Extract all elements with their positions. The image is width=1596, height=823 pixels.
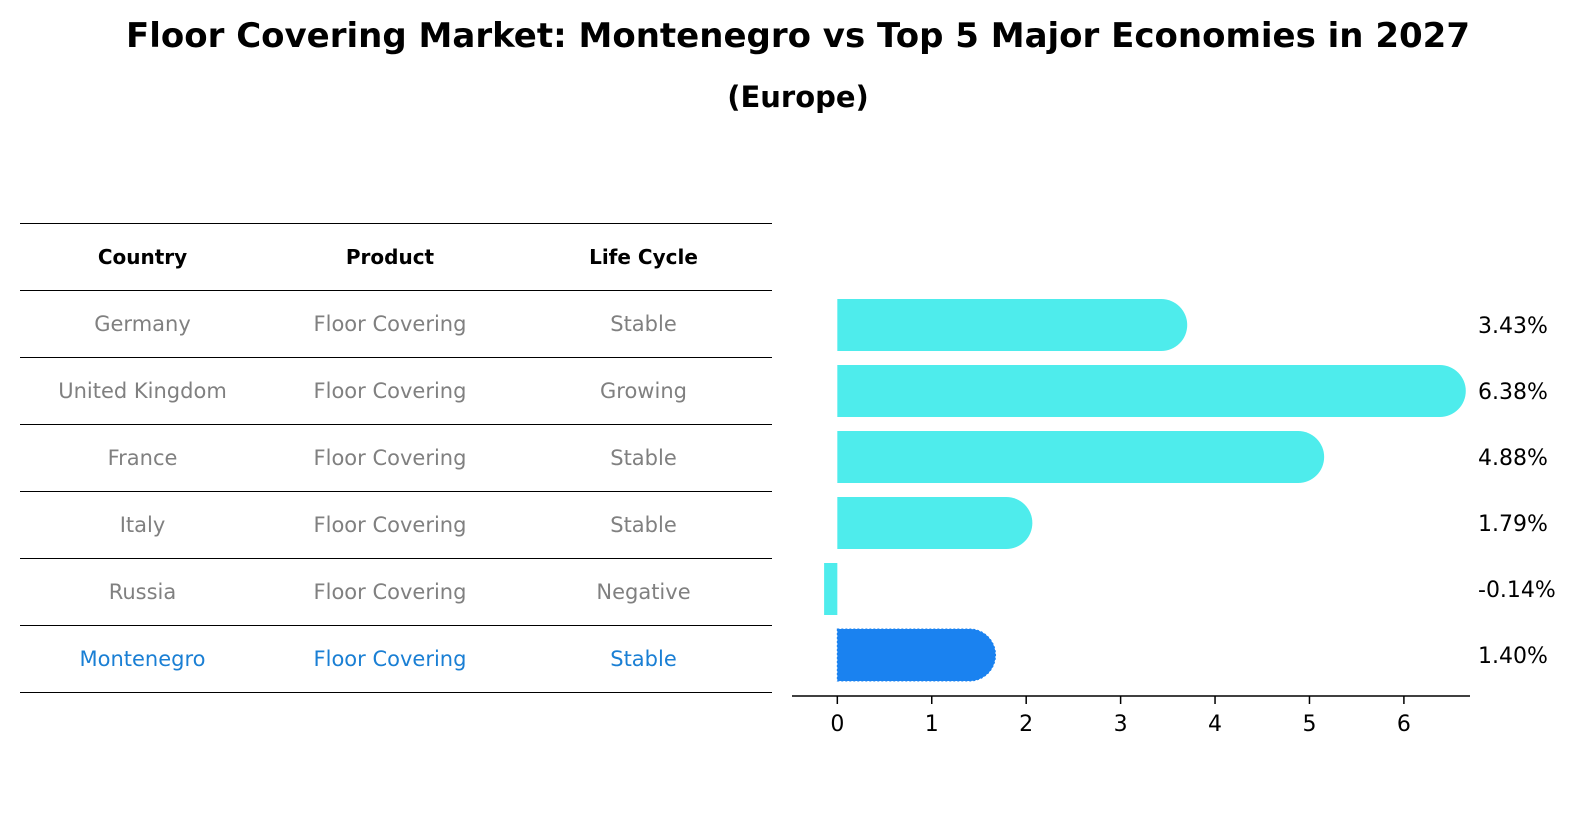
- chart-title: Floor Covering Market: Montenegro vs Top…: [126, 16, 1470, 56]
- x-tick-label: 3: [1114, 712, 1128, 737]
- value-label: 3.43%: [1478, 314, 1548, 339]
- cell-country: Russia: [20, 558, 265, 626]
- cell-country: Germany: [20, 290, 265, 358]
- table-row: Russia Floor Covering Negative: [20, 558, 772, 626]
- table-row: Italy Floor Covering Stable: [20, 491, 772, 559]
- x-axis: 0 1 2 3 4 5 6: [792, 695, 1470, 737]
- cell-product: Floor Covering: [265, 290, 515, 358]
- x-tick-label: 0: [830, 712, 844, 737]
- value-label: 1.79%: [1478, 512, 1548, 537]
- cell-life-cycle: Stable: [515, 625, 772, 693]
- cell-country: Montenegro: [20, 625, 265, 693]
- chart-subtitle: (Europe): [727, 80, 869, 114]
- table-row: France Floor Covering Stable: [20, 424, 772, 492]
- value-labels-layer: 3.43% 6.38% 4.88% 1.79% -0.14% 1.40%: [1478, 314, 1556, 669]
- header-country: Country: [20, 223, 265, 291]
- table-row-highlighted: Montenegro Floor Covering Stable: [20, 625, 772, 693]
- x-tick-label: 5: [1302, 712, 1316, 737]
- x-tick-label: 1: [925, 712, 939, 737]
- cell-product: Floor Covering: [265, 558, 515, 626]
- cell-life-cycle: Stable: [515, 424, 772, 492]
- bar-france: [837, 431, 1325, 483]
- cell-product: Floor Covering: [265, 625, 515, 693]
- table-row: United Kingdom Floor Covering Growing: [20, 357, 772, 425]
- cell-country: Italy: [20, 491, 265, 559]
- cell-product: Floor Covering: [265, 357, 515, 425]
- table-row: Germany Floor Covering Stable: [20, 290, 772, 358]
- bars-layer: [824, 299, 1466, 682]
- value-label: 4.88%: [1478, 446, 1548, 471]
- header-product: Product: [265, 223, 515, 291]
- value-label: -0.14%: [1478, 578, 1556, 603]
- value-label: 6.38%: [1478, 380, 1548, 405]
- cell-product: Floor Covering: [265, 424, 515, 492]
- bar-italy: [837, 497, 1033, 549]
- bar-montenegro: [836, 628, 997, 682]
- x-tick-label: 2: [1019, 712, 1033, 737]
- x-tick-label: 6: [1397, 712, 1411, 737]
- table-header-row: Country Product Life Cycle: [20, 223, 772, 291]
- bar-russia: [824, 563, 838, 615]
- cell-life-cycle: Growing: [515, 357, 772, 425]
- country-table: Country Product Life Cycle Germany Floor…: [20, 223, 772, 693]
- header-life-cycle: Life Cycle: [515, 223, 772, 291]
- x-tick-label: 4: [1208, 712, 1222, 737]
- value-label: 1.40%: [1478, 644, 1548, 669]
- cell-life-cycle: Negative: [515, 558, 772, 626]
- cell-life-cycle: Stable: [515, 290, 772, 358]
- cell-country: United Kingdom: [20, 357, 265, 425]
- cell-life-cycle: Stable: [515, 491, 772, 559]
- cell-product: Floor Covering: [265, 491, 515, 559]
- bar-united-kingdom: [837, 365, 1466, 417]
- bar-germany: [837, 299, 1188, 351]
- cell-country: France: [20, 424, 265, 492]
